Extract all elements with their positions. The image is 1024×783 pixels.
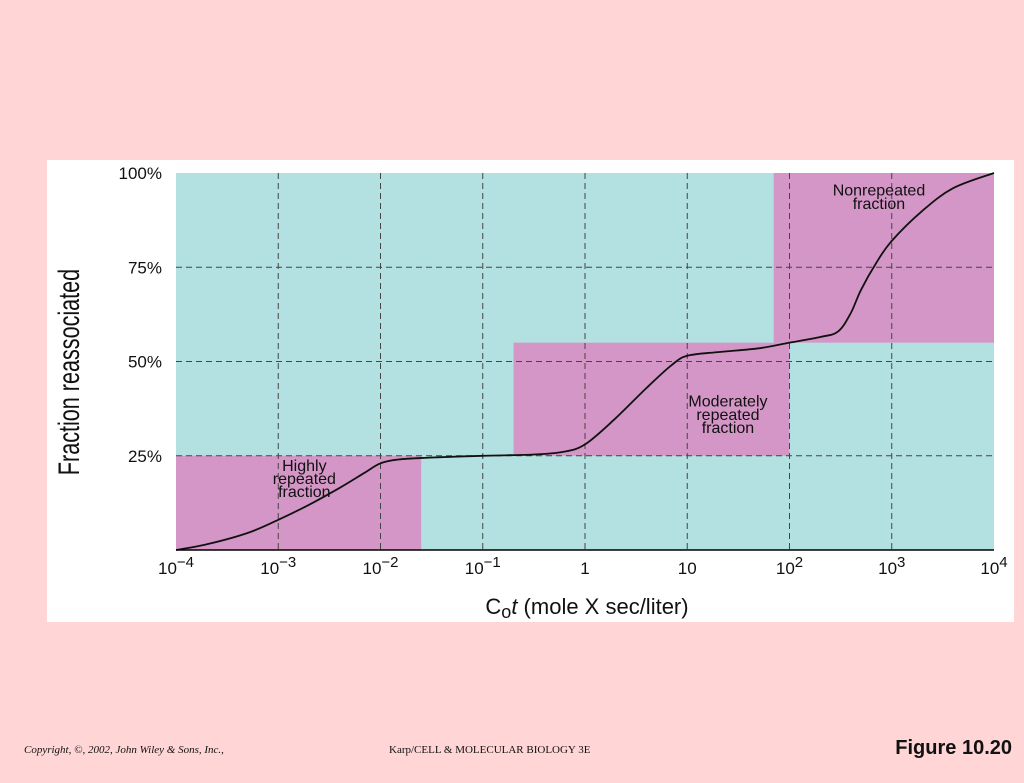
x-tick-base: 10 [980,559,999,578]
x-tick-exponent: −1 [484,554,501,571]
footer-copyright: Copyright, ©, 2002, John Wiley & Sons, I… [24,744,224,756]
x-tick-label: 10−1 [465,554,501,578]
x-tick-exponent: 4 [999,554,1007,571]
x-tick-base: 10 [878,559,897,578]
x-axis-label-c: C [485,594,501,619]
y-tick-label: 50% [128,353,162,372]
x-tick-label: 10 [678,559,697,578]
x-tick-base: 1 [580,559,589,578]
x-tick-label: 10−4 [158,554,194,578]
x-tick-base: 10 [678,559,697,578]
y-tick-label: 25% [128,447,162,466]
y-tick-label: 100% [119,164,162,183]
region-label-nonrepeated: fraction [853,196,905,213]
x-tick-base: 10 [776,559,795,578]
x-tick-label: 1 [580,559,589,578]
x-tick-label: 10−3 [260,554,296,578]
x-tick-label: 104 [980,554,1007,578]
y-axis-label: Fraction reassociated [51,269,85,475]
footer-book-title: Karp/CELL & MOLECULAR BIOLOGY 3E [389,744,591,756]
region-nonrepeated [773,173,994,343]
x-tick-exponent: −2 [381,554,398,571]
y-tick-label: 75% [128,258,162,277]
x-tick-base: 10 [465,559,484,578]
x-axis-label-units: (mole X sec/liter) [517,594,688,619]
x-axis-label-t: t [511,594,518,619]
region-label-highly-repeated: repeated [273,471,336,488]
x-tick-exponent: −4 [177,554,194,571]
region-label-moderately-repeated: Moderately [688,394,767,411]
chart: HighlyrepeatedfractionModeratelyrepeated… [51,164,1007,622]
region-label-moderately-repeated: fraction [702,420,754,437]
x-axis-label: Cot (mole X sec/liter) [485,594,688,622]
x-tick-base: 10 [362,559,381,578]
region-label-highly-repeated: fraction [278,484,330,501]
figure-number: Figure 10.20 [895,737,1012,759]
region-label-moderately-repeated: repeated [696,407,759,424]
x-tick-label: 103 [878,554,905,578]
figure-panel: Highly repeated fraction Moderately repeated… [47,160,1014,622]
x-tick-base: 10 [260,559,279,578]
reassociation-curve [175,172,995,551]
x-tick-exponent: 2 [795,554,803,571]
region-label-highly-repeated: Highly [282,458,326,475]
x-tick-label: 10−2 [362,554,398,578]
x-tick-label: 102 [776,554,803,578]
x-tick-base: 10 [158,559,177,578]
x-axis-label-sub: o [501,602,511,622]
region-label-nonrepeated: Nonrepeated [833,183,926,200]
x-tick-exponent: −3 [279,554,296,571]
x-tick-exponent: 3 [897,554,905,571]
